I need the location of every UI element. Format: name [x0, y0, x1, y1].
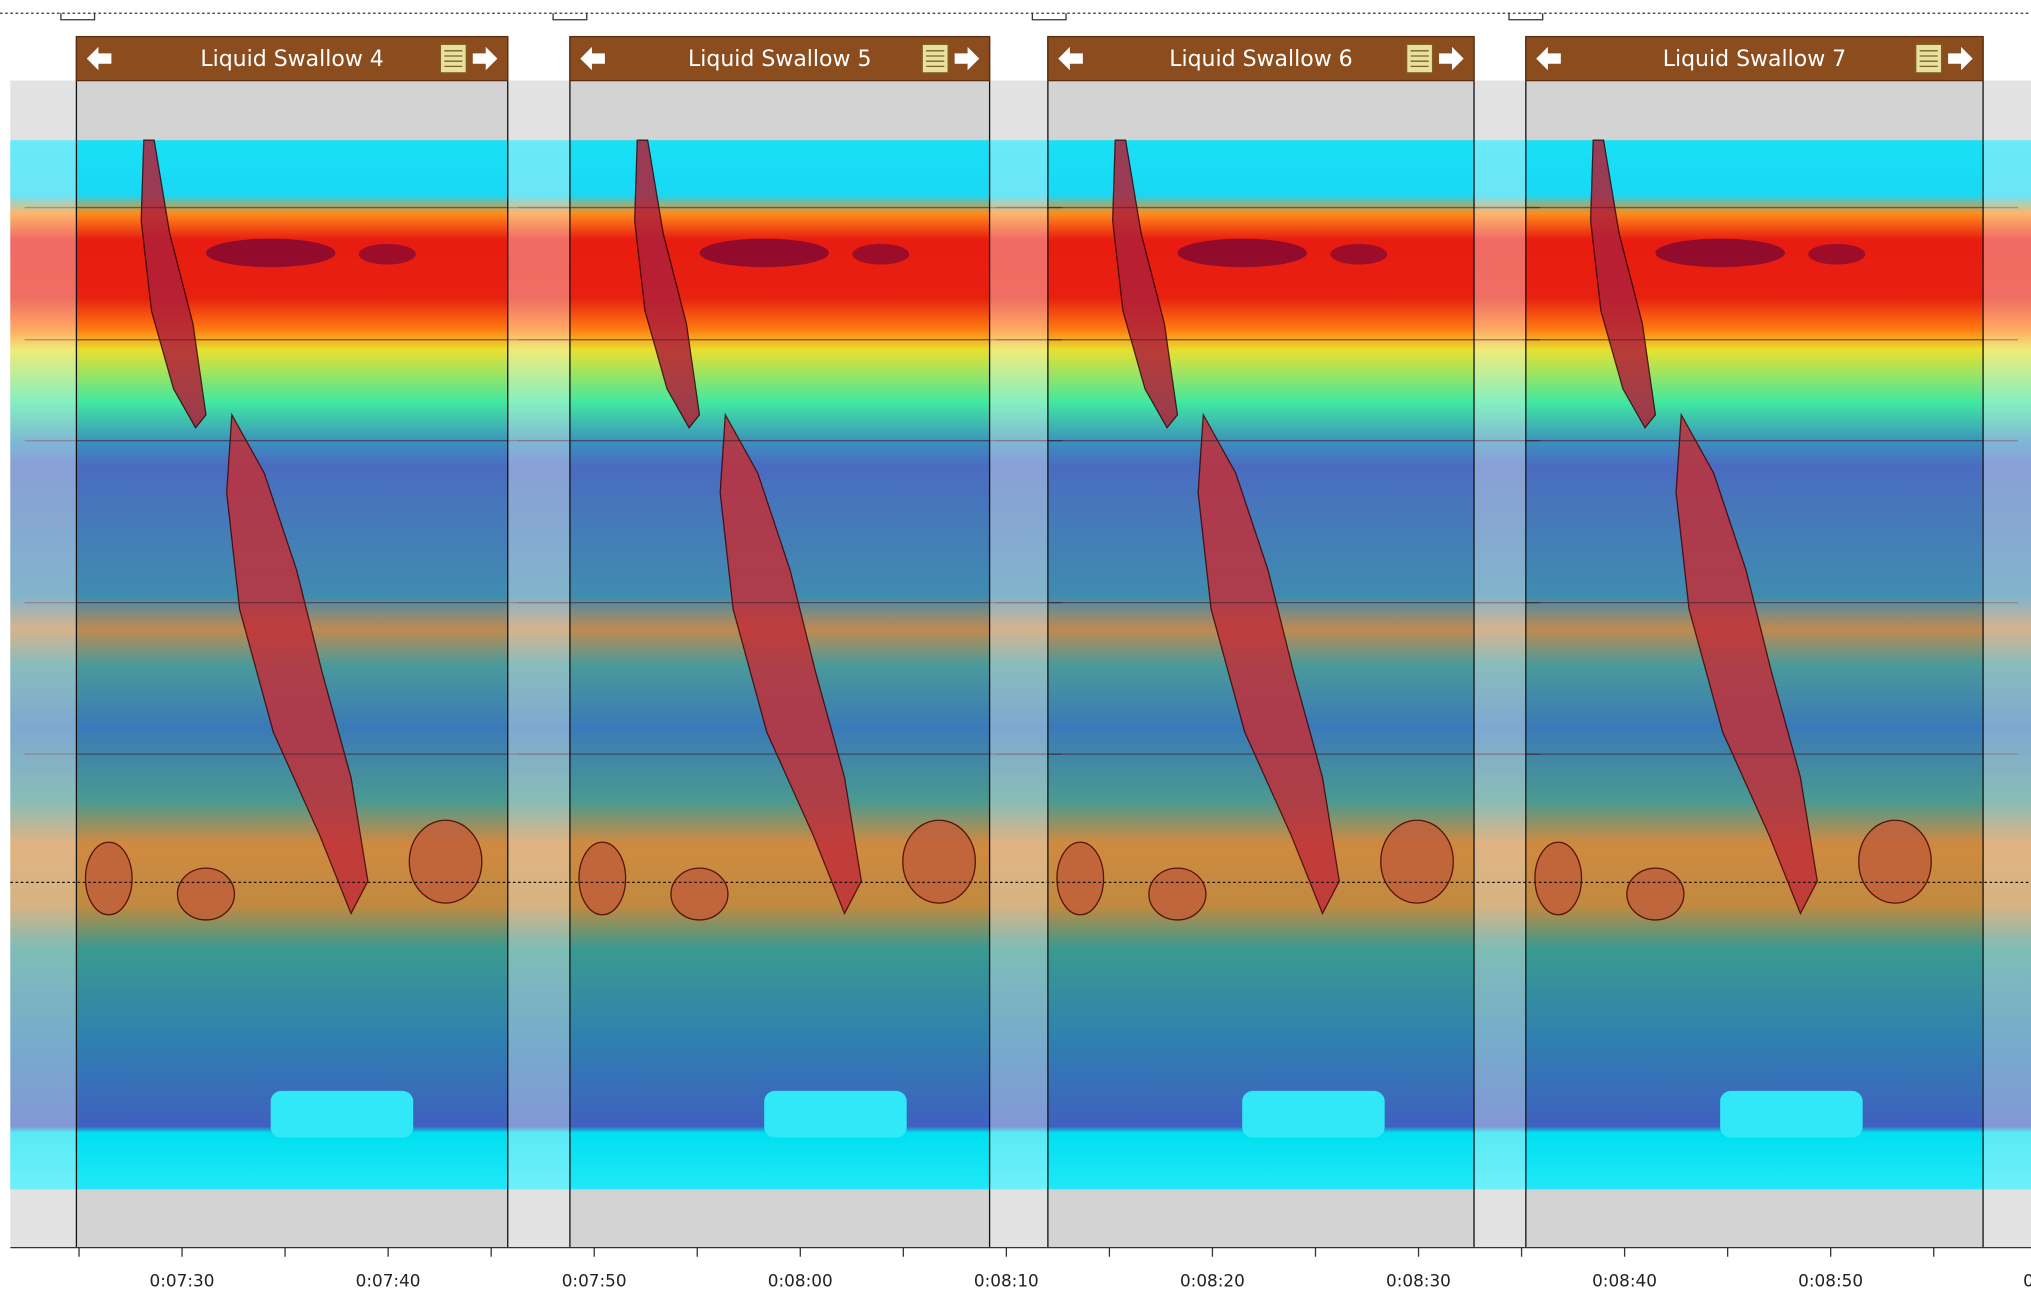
pharyngeal-wave: [1111, 139, 1179, 429]
ues-peak: [852, 243, 910, 265]
time-label: 0:07:50: [562, 1270, 627, 1290]
next-arrow[interactable]: [954, 46, 980, 71]
les-contraction: [84, 841, 133, 916]
time-label: 0:08:40: [1592, 1270, 1657, 1290]
peristaltic-wave: [1197, 412, 1340, 916]
heatmap: [10, 140, 2031, 1190]
inactive-region: [1983, 80, 2031, 1248]
ues-peak: [205, 238, 336, 268]
prev-arrow[interactable]: [86, 46, 112, 71]
peristaltic-wave: [226, 412, 369, 916]
menu-icon[interactable]: [439, 43, 467, 74]
inactive-region: [1474, 80, 1526, 1248]
prev-arrow[interactable]: [580, 46, 605, 71]
pharyngeal-wave: [1589, 139, 1657, 429]
time-label: 0:08:10: [974, 1270, 1039, 1290]
ues-peak: [1330, 243, 1388, 265]
peristaltic-wave: [1675, 412, 1818, 916]
panel-header: [1047, 35, 1475, 82]
les-contraction: [902, 819, 976, 904]
time-label: 0:07:30: [150, 1270, 215, 1290]
stomach-pressure: [764, 1090, 907, 1138]
menu-icon[interactable]: [1406, 43, 1434, 74]
stomach-pressure: [1242, 1090, 1385, 1138]
pharyngeal-wave: [140, 139, 207, 429]
les-contraction: [1056, 841, 1105, 916]
range-bracket: [1508, 13, 1544, 21]
panel-header: [75, 35, 509, 82]
range-bracket: [1031, 13, 1067, 21]
inactive-region: [989, 80, 1048, 1248]
les-contraction: [578, 841, 627, 916]
stomach-pressure: [270, 1090, 414, 1138]
range-bracket: [60, 13, 96, 21]
time-label: 0:08:50: [1798, 1270, 1863, 1290]
panels: Liquid Swallow 4 Liquid Swallow 5 Liquid S…: [75, 35, 1984, 1248]
ues-peak: [1808, 243, 1866, 265]
prev-arrow[interactable]: [1058, 46, 1083, 71]
panel-title: Liquid Swallow 6: [1169, 47, 1352, 72]
outside-overlays: [10, 80, 2031, 1248]
les-contraction: [1626, 867, 1685, 921]
ues-peak: [1655, 238, 1785, 268]
les-contraction: [670, 867, 729, 921]
les-contraction: [176, 867, 236, 921]
ues-peak: [1177, 238, 1307, 268]
menu-icon[interactable]: [921, 43, 949, 74]
panel-header: [1525, 35, 1984, 82]
panel-header: [569, 35, 991, 82]
les-contraction: [1148, 867, 1207, 921]
menu-icon[interactable]: [1915, 43, 1943, 74]
peristaltic-wave: [719, 412, 863, 916]
time-label: 0:08:20: [1180, 1270, 1245, 1290]
pharyngeal-wave: [634, 139, 701, 429]
time-label: 0:08:30: [1386, 1270, 1451, 1290]
panel-title: Liquid Swallow 5: [688, 47, 871, 72]
next-arrow[interactable]: [472, 46, 498, 71]
time-label: 0:0: [2023, 1270, 2031, 1290]
inactive-region: [507, 80, 570, 1248]
next-arrow[interactable]: [1948, 46, 1973, 71]
time-label: 0:07:40: [356, 1270, 421, 1290]
stomach-pressure: [1720, 1090, 1863, 1138]
inactive-region: [10, 80, 77, 1248]
prev-arrow[interactable]: [1536, 46, 1561, 71]
les-contraction: [1380, 819, 1454, 904]
les-contraction: [1534, 841, 1583, 916]
panel-title: Liquid Swallow 4: [200, 47, 383, 72]
panel-title: Liquid Swallow 7: [1663, 47, 1846, 72]
range-bracket: [552, 13, 588, 21]
next-arrow[interactable]: [1439, 46, 1464, 71]
time-label: 0:08:00: [768, 1270, 833, 1290]
les-contraction: [408, 819, 483, 904]
time-axis-labels: 0:07:30 0:07:40 0:07:50 0:08:00 0:08:10 0:08:…: [78, 1247, 2031, 1290]
ues-peak: [699, 238, 829, 268]
les-contraction: [1858, 819, 1932, 904]
ues-peak: [358, 243, 416, 265]
